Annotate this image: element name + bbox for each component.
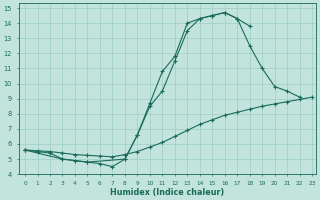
X-axis label: Humidex (Indice chaleur): Humidex (Indice chaleur) (110, 188, 224, 197)
